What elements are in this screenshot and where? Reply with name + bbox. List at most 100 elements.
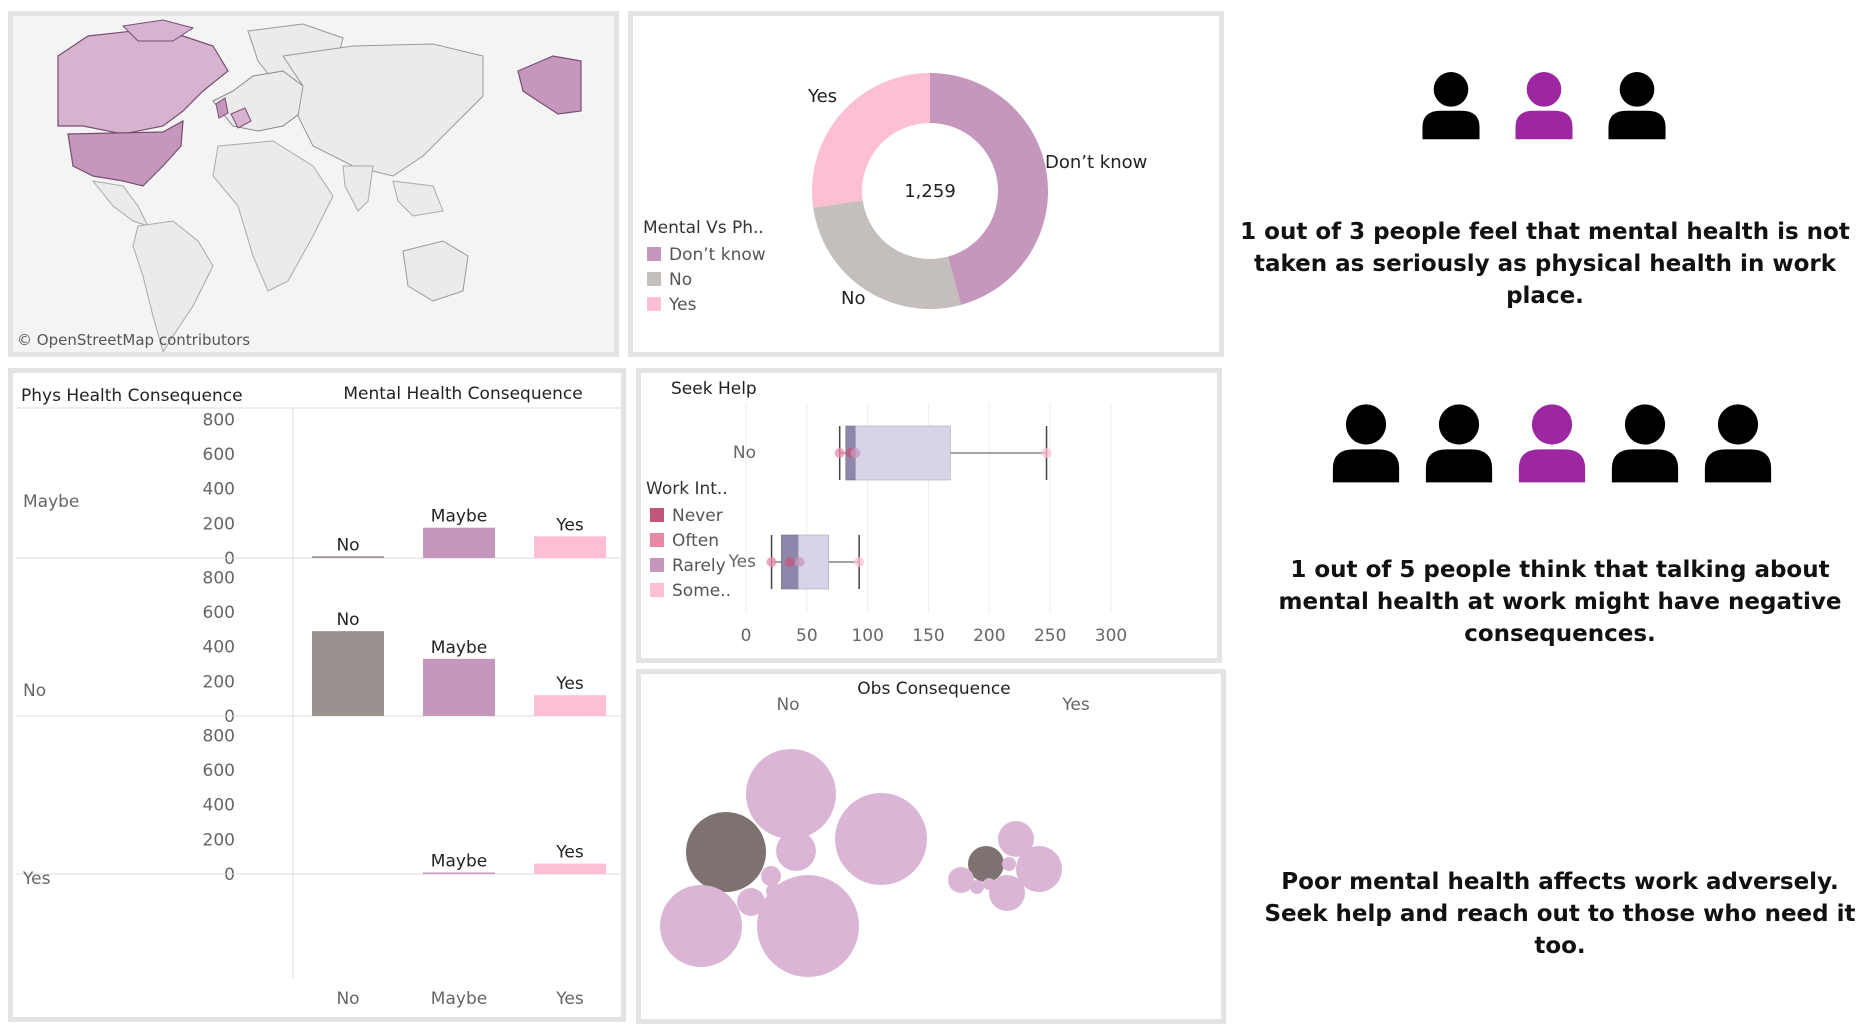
x-tick-100: 100 <box>851 626 883 646</box>
x-tick-200: 200 <box>973 626 1005 646</box>
legend-swatch-never <box>650 508 664 522</box>
y-tick-2-600: 600 <box>203 761 235 781</box>
y-tick-0-400: 400 <box>203 480 235 500</box>
bar-maybe-yes[interactable] <box>534 536 606 558</box>
bubble-no-3[interactable] <box>776 831 816 871</box>
y-tick-0-800: 800 <box>203 410 235 430</box>
x-tick-300: 300 <box>1095 626 1127 646</box>
bubble-yes-6[interactable] <box>970 880 984 894</box>
bubble-yes-3[interactable] <box>1016 846 1062 892</box>
bar-no-maybe[interactable] <box>423 658 495 716</box>
bar-label-no-yes: Yes <box>555 674 584 694</box>
bubble-no-0[interactable] <box>746 749 836 839</box>
legend-swatch-often <box>650 533 664 547</box>
bubble-no-1[interactable] <box>835 793 927 885</box>
y-tick-0-0: 0 <box>224 549 235 569</box>
x-label-yes: Yes <box>555 989 584 1009</box>
bar-no-yes[interactable] <box>534 695 606 716</box>
bubble-no-6[interactable] <box>737 888 765 916</box>
donut-center-label: 1,259 <box>904 181 956 202</box>
point-yes-0[interactable] <box>766 557 777 567</box>
y-tick-1-400: 400 <box>203 638 235 658</box>
map-africa <box>212 140 334 292</box>
bar-no-no[interactable] <box>312 631 384 716</box>
obs-consequence-panel: Obs Consequence No Yes <box>636 669 1226 1024</box>
y-tick-1-200: 200 <box>203 672 235 692</box>
person-icon <box>1704 404 1772 483</box>
bar-label-maybe-yes: Yes <box>555 515 584 535</box>
bar-label-no-no: No <box>336 610 359 630</box>
box-title: Seek Help <box>671 379 757 399</box>
bar-label-yes-yes: Yes <box>555 843 584 863</box>
bar-yes-yes[interactable] <box>534 863 606 874</box>
y-tick-2-0: 0 <box>224 865 235 885</box>
bubble-no-8[interactable] <box>757 875 859 977</box>
people-row-2 <box>1330 402 1790 492</box>
message-3: Poor mental health affects work adversel… <box>1264 869 1856 959</box>
bubble-yes-0[interactable] <box>998 821 1034 857</box>
point-yes-1[interactable] <box>784 557 795 567</box>
map-australia <box>402 240 469 302</box>
map-usa <box>67 119 184 187</box>
bubble-yes-7[interactable] <box>989 875 1025 911</box>
x-tick-150: 150 <box>912 626 944 646</box>
bubble-no-2[interactable] <box>686 812 766 892</box>
person-icon <box>1608 72 1666 140</box>
bar-maybe-maybe[interactable] <box>423 527 495 558</box>
bar-maybe-no[interactable] <box>312 556 384 558</box>
legend-swatch-rarely <box>650 558 664 572</box>
point-no-3[interactable] <box>1041 448 1052 458</box>
bar-yes-maybe[interactable] <box>423 872 495 875</box>
donut-slice-no[interactable] <box>813 200 962 310</box>
map-south-america <box>132 220 214 354</box>
map-india <box>342 165 374 212</box>
legend-swatch-dont-know <box>647 247 661 261</box>
x-tick-0: 0 <box>741 626 752 646</box>
person-icon <box>1422 72 1480 140</box>
consequence-bar-chart: Phys Health Consequence Mental Health Co… <box>16 384 621 1009</box>
x-label-no: No <box>336 989 359 1009</box>
people-row-1 <box>1420 70 1700 150</box>
donut-slice-yes[interactable] <box>812 73 930 208</box>
world-map-panel: © OpenStreetMap contributors <box>8 11 619 357</box>
col-header: Mental Health Consequence <box>343 384 582 404</box>
box-legend-title: Work Int.. <box>646 479 728 499</box>
bubble-title: Obs Consequence <box>857 679 1010 699</box>
slice-label-dont-know: Don’t know <box>1045 152 1147 173</box>
bubble-yes-2[interactable] <box>1002 857 1016 871</box>
legend-label-dont-know: Don’t know <box>669 245 766 265</box>
obs-consequence-bubbles: Obs Consequence No Yes <box>660 679 1090 977</box>
y-tick-2-400: 400 <box>203 796 235 816</box>
consequence-bars-panel: Phys Health Consequence Mental Health Co… <box>8 368 626 1022</box>
world-map[interactable]: © OpenStreetMap contributors <box>13 16 614 354</box>
point-yes-2[interactable] <box>794 557 805 567</box>
bubble-group-no: No <box>776 695 799 715</box>
map-alaska <box>517 55 582 115</box>
seek-help-box-plot: Seek Help No Yes Work Int.. Never Often … <box>646 379 1127 646</box>
point-no-2[interactable] <box>850 448 861 458</box>
message-1: 1 out of 3 people feel that mental healt… <box>1240 219 1850 309</box>
bubble-no-4[interactable] <box>761 866 781 886</box>
x-tick-50: 50 <box>796 626 818 646</box>
legend-swatch-no <box>647 272 661 286</box>
person-icon <box>1332 404 1400 483</box>
box-cat-yes: Yes <box>728 552 757 572</box>
legend-swatch-yes <box>647 297 661 311</box>
y-tick-0-600: 600 <box>203 445 235 465</box>
bar-label-maybe-no: No <box>336 535 359 555</box>
point-no-0[interactable] <box>834 448 845 458</box>
box-upper-no[interactable] <box>855 425 951 481</box>
donut-slice-don-t-know[interactable] <box>930 73 1048 305</box>
seek-help-panel: Seek Help No Yes Work Int.. Never Often … <box>636 368 1222 663</box>
donut-legend: Don’t know No Yes <box>647 245 766 315</box>
bubble-yes-1[interactable] <box>968 846 1004 882</box>
bubble-no-7[interactable] <box>660 885 742 967</box>
map-southeast-asia <box>392 180 444 217</box>
point-yes-3[interactable] <box>854 557 865 567</box>
person-icon <box>1425 404 1493 483</box>
legend-label-often: Often <box>672 531 719 551</box>
map-asia <box>282 43 484 177</box>
legend-label-rarely: Rarely <box>672 556 726 576</box>
bubble-yes-5[interactable] <box>948 867 974 893</box>
bubble-group-yes: Yes <box>1061 695 1090 715</box>
